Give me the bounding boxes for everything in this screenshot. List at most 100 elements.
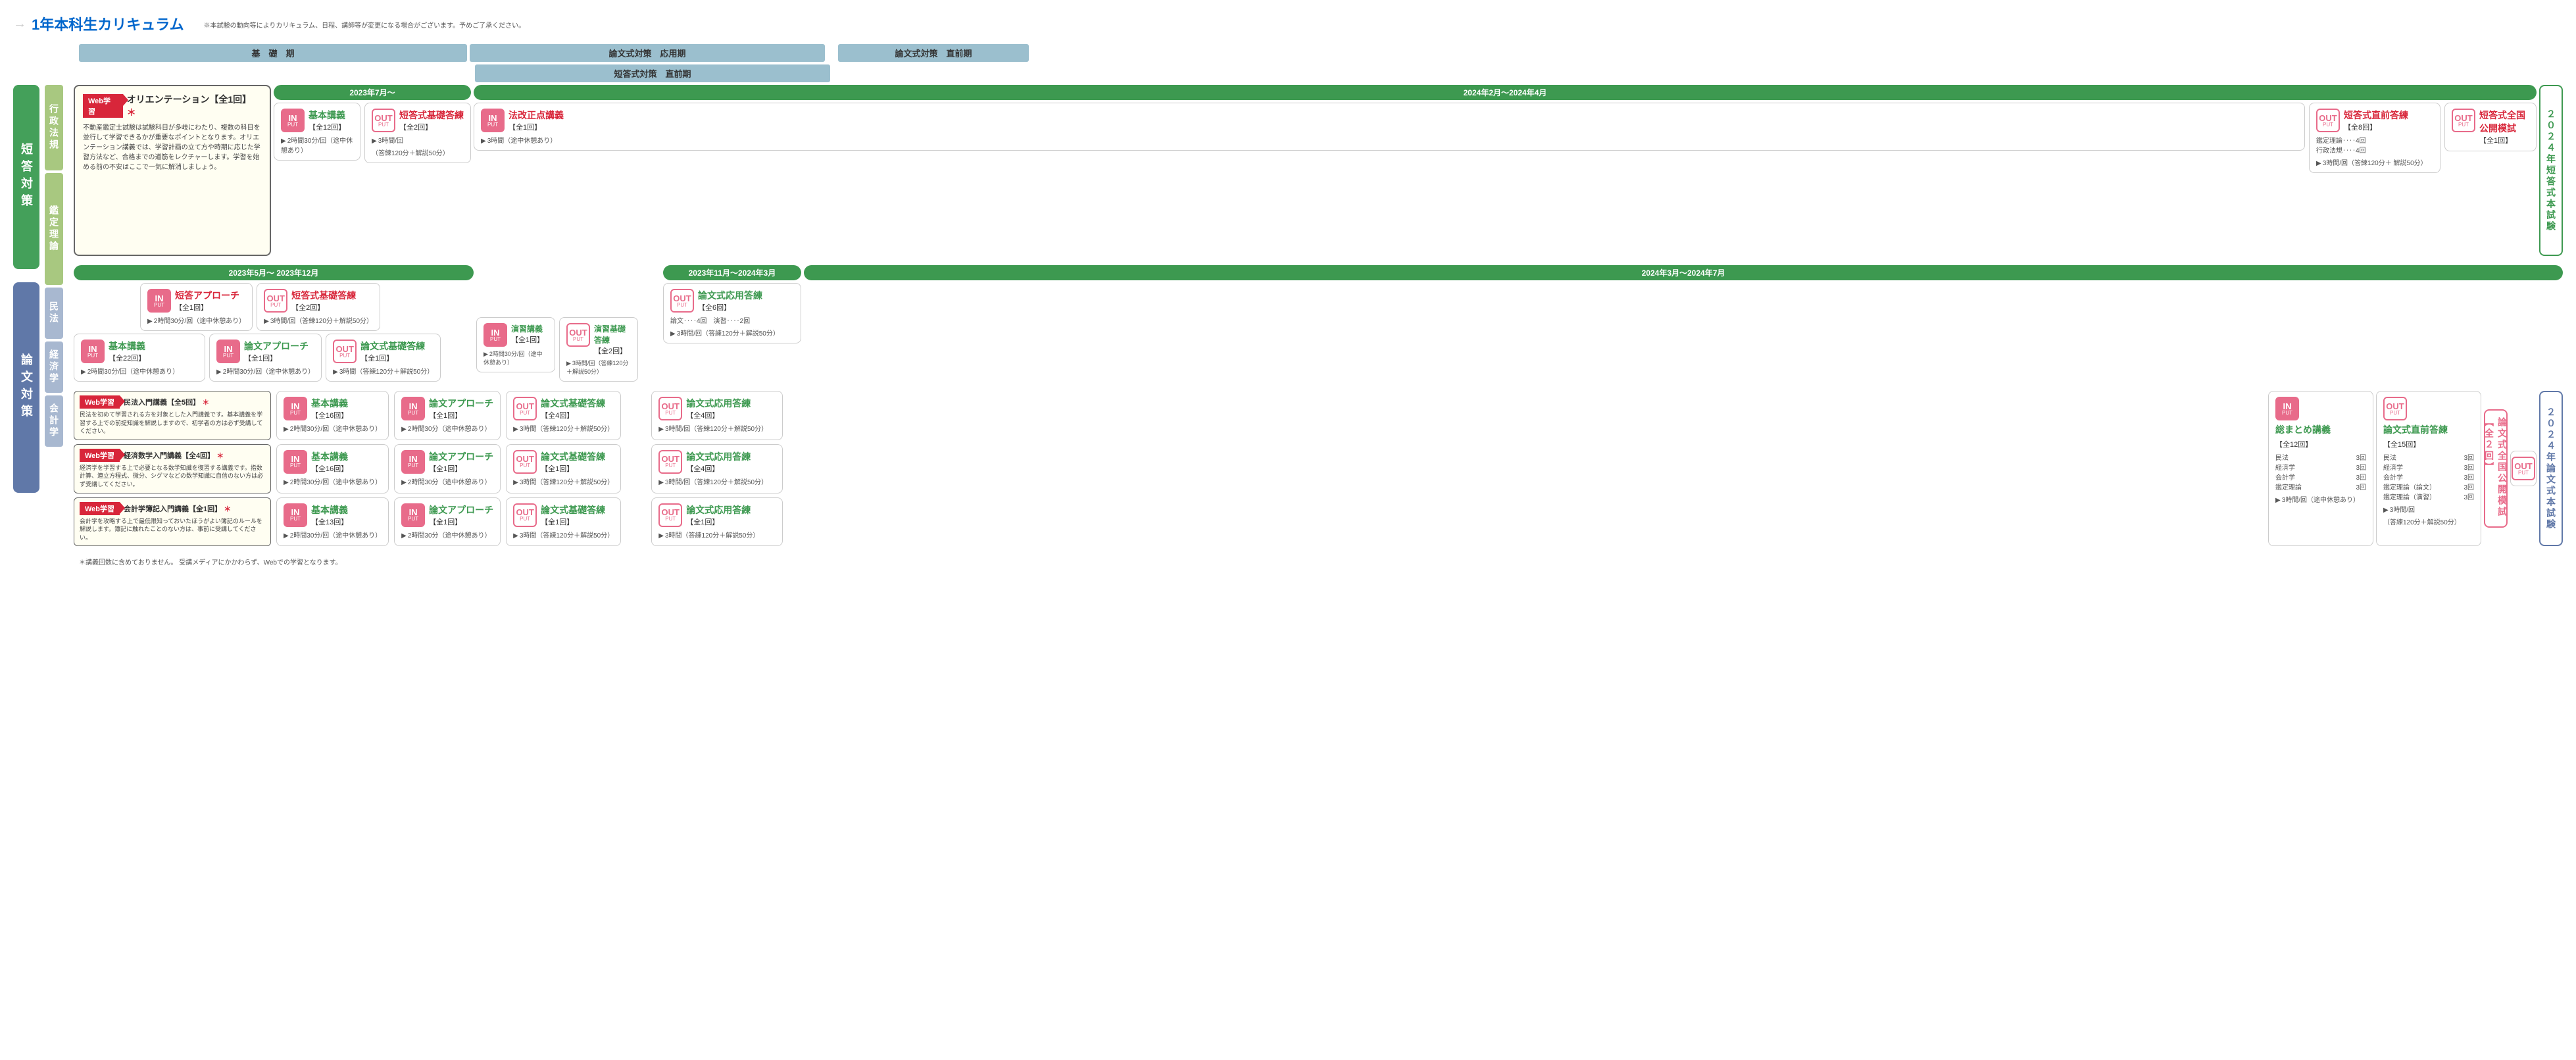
web-badge: Web学習 [83,94,123,118]
course-title: 論文式直前答練 [2383,423,2474,436]
course-title: 論文アプローチ [429,503,493,517]
minpo-kiso: OUTPUT 論文式基礎答練 【全4回】 3時間（答練120分＋解説50分） [506,391,621,440]
chokuzen-lines: 鑑定理論‥‥4回 行政法規‥‥4回 [2316,135,2433,155]
out-badge: OUTPUT [670,289,694,313]
phase-ronbun-chokuzen: 論文式対策 直前期 [838,44,1029,62]
course-title: 基本講義 [311,397,348,410]
kantei-tantou-kiso: OUTPUT 短答式基礎答練 【全2回】 3時間/回（答練120分＋解説50分） [257,283,380,331]
course-title: 論文式応用答練 [686,503,751,517]
out-badge: OUTPUT [2512,457,2535,480]
kantei-ronbun-app: INPUT 論文アプローチ 【全1回】 2時間30分/回（途中休憩あり） [209,334,322,382]
kantei-enshu-kiso: OUTPUT 演習基礎答練 【全2回】 3時間/回（答練120分＋解説50分） [559,317,638,382]
kantei-enshu: INPUT 演習講義 【全1回】 2時間30分/回（途中休憩あり） [476,317,555,372]
course-meta: 3時間/回（答練120分＋解説50分） [566,359,631,376]
subject-minpo: 民法 [45,288,63,339]
course-count: 【全15回】 [2383,439,2474,449]
course-count: 【全1回】 [686,517,751,527]
intro-desc: 民法を初めて学習される方を対象とした入門講義です。基本講義を学習する上での前提知… [80,411,265,436]
course-title: 基本講義 [311,503,348,517]
in-badge: INPUT [401,450,425,474]
keizai-kiso: OUTPUT 論文式基礎答練 【全1回】 3時間（答練120分＋解説50分） [506,444,621,493]
course-meta: 3時間/回（答練120分＋解説50分） [670,328,794,338]
intro-title: 経済数学入門講義【全4回】 ＊ [124,450,224,461]
orient-desc: 不動産鑑定士試験は試験科目が多岐にわたり、複数の科目を並行して学習できるかが重要… [83,123,262,172]
kaikei-app: INPUT 論文アプローチ 【全1回】 2時間30分（途中休憩あり） [394,497,501,547]
course-title: 短答式基礎答練 [291,289,356,302]
phase-tantou-chokuzen: 短答式対策 直前期 [475,64,830,82]
in-badge: INPUT [81,340,105,363]
final-out: OUTPUT [2510,451,2537,486]
milestone-mogi: 論文式全国公開模試【全２回】 [2484,409,2508,528]
course-title: 法改正点講義 [508,109,564,122]
in-badge: INPUT [483,323,507,347]
course-meta: 2時間30分/回（途中休憩あり） [284,476,382,486]
course-count: 【全1回】 [429,517,493,527]
course-count: 【全1回】 [244,353,309,363]
intro-desc: 経済学を学習する上で必要となる数学知識を復習する講義です。指数計算、連立方程式、… [80,464,265,489]
course-count: 【全2回】 [399,122,464,132]
course-title: 短答式直前答練 [2344,109,2408,122]
course-count: 【全1回】 [508,122,564,132]
gyosei-houkaisei: INPUT 法改正点講義 【全1回】 3時間（途中休憩あり） [474,103,2305,151]
course-title: 論文式応用答練 [686,397,751,410]
in-badge: INPUT [401,397,425,420]
course-count: 【全2回】 [594,345,631,356]
date-july: 2023年7月～ [274,85,471,100]
left-rail: 短答対策 論文対策 [13,85,39,551]
course-meta: 2時間30分/回（途中休憩あり） [281,135,353,155]
keizai-row: Web学習 経済数学入門講義【全4回】 ＊ 経済学を学習する上で必要となる数学知… [74,444,2266,493]
orientation-box: Web学習 オリエンテーション【全1回】 ＊ 不動産鑑定士試験は試験科目が多岐に… [74,85,271,256]
in-badge: INPUT [284,397,307,420]
kantei-ouyou: OUTPUT 論文式応用答練 【全6回】 論文‥‥4回 演習‥‥2回 3時間/回… [663,283,801,343]
out-badge: OUTPUT [658,503,682,527]
out-badge: OUTPUT [658,450,682,474]
keizai-intro: Web学習 経済数学入門講義【全4回】 ＊ 経済学を学習する上で必要となる数学知… [74,444,271,493]
course-count: 【全1回】 [541,463,605,474]
course-title: 論文式基礎答練 [541,503,605,517]
subject-kaikei: 会計学 [45,395,63,447]
title-note: ※本試験の動向等によりカリキュラム、日程、講師等が変更になる場合がございます。予… [204,20,526,30]
course-meta: 2時間30分/回（途中休憩あり） [147,315,245,325]
gyosei-tantou-kiso: OUTPUT 短答式基礎答練 【全2回】 3時間/回 （答練120分＋解説50分… [364,103,471,163]
keizai-app: INPUT 論文アプローチ 【全1回】 2時間30分（途中休憩あり） [394,444,501,493]
intro-desc: 会計学を攻略する上で最低限知っておいたほうがよい簿記のルールを解説します。簿記に… [80,517,265,542]
course-meta: 3時間（答練120分＋解説50分） [513,530,614,540]
date-feb-apr: 2024年2月～2024年4月 [474,85,2537,100]
course-meta2: （答練120分＋解説50分） [2383,517,2474,526]
out-badge: OUTPUT [372,109,395,132]
course-count: 【全13回】 [311,517,348,527]
kaikei-kihon: INPUT 基本講義 【全13回】 2時間30分/回（途中休憩あり） [276,497,389,547]
subject-kantei: 鑑定理論 [45,173,63,285]
out-badge: OUTPUT [513,450,537,474]
gyosei-mogi: OUTPUT 短答式全国公開模試 【全1回】 [2444,103,2537,151]
in-badge: INPUT [281,109,305,132]
intro-title: 民法入門講義【全5回】 ＊ [124,397,209,407]
kantei-section: 2023年5月～ 2023年12月 INPUT 短答アプローチ 【全1回】 [74,265,2563,382]
course-count: 【全4回】 [686,410,751,420]
course-meta: 3時間（答練120分＋解説50分） [658,530,776,540]
phase-row-1: 基 礎 期 論文式対策 応用期 論文式対策 直前期 [79,44,2563,62]
course-title: 総まとめ講義 [2275,423,2366,436]
course-count: 【全1回】 [2479,135,2529,145]
course-count: 【全4回】 [686,463,751,474]
milestone-tantou: ２０２４年短答式本試験 [2539,85,2563,256]
web-badge: Web学習 [80,395,120,409]
phase-ronbun-ouyou: 論文式対策 応用期 [470,44,825,62]
course-meta: 2時間30分（途中休憩あり） [401,423,493,433]
course-count: 【全22回】 [109,353,145,363]
subject-keizai: 経済学 [45,341,63,393]
in-badge: INPUT [147,289,171,313]
course-count: 【全4回】 [541,410,605,420]
date-may-dec: 2023年5月～ 2023年12月 [74,265,474,280]
course-meta: 3時間（答練120分＋解説50分） [513,423,614,433]
chokuzen-ronbun-box: OUTPUT 論文式直前答練 【全15回】 民法3回 経済学3回 会計学3回 鑑… [2376,391,2481,546]
course-meta: 2時間30分（途中休憩あり） [401,476,493,486]
course-title: 論文アプローチ [244,340,309,353]
out-badge: OUTPUT [2316,109,2340,132]
course-meta: 3時間（答練120分＋解説50分） [333,366,433,376]
course-meta: 3時間/回 [372,135,464,145]
course-meta: 3時間/回（答練120分＋解説50分） [264,315,373,325]
subject-col: 行政法規 鑑定理論 民法 経済学 会計学 [45,85,63,551]
gyosei-section: Web学習 オリエンテーション【全1回】 ＊ 不動産鑑定士試験は試験科目が多岐に… [74,85,2563,256]
course-meta: 2時間30分/回（途中休憩あり） [483,349,548,366]
